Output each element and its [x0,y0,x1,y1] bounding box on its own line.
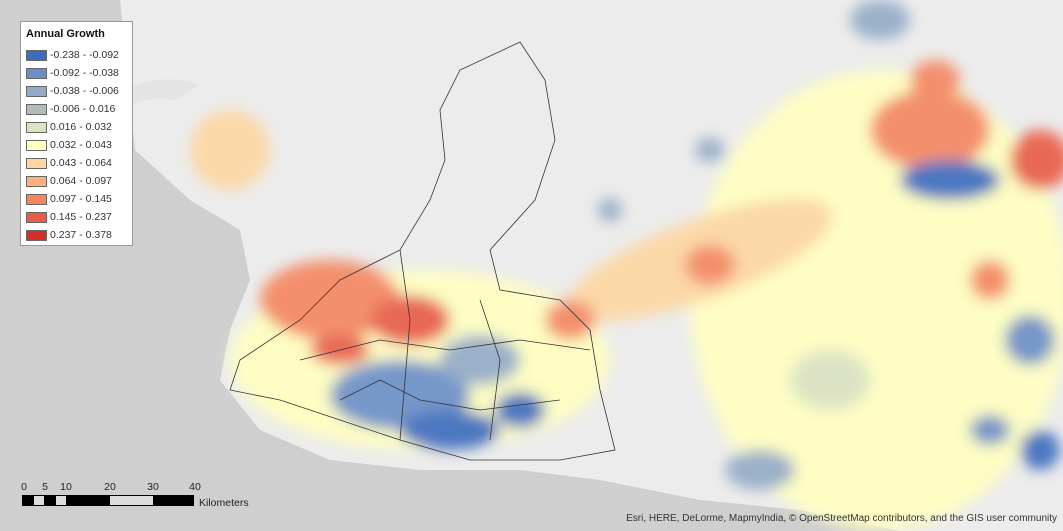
legend-item: 0.064 - 0.097 [26,172,127,190]
legend-label: 0.145 - 0.237 [50,211,112,223]
legend-item: 0.237 - 0.378 [26,226,127,244]
legend-item: -0.092 - -0.038 [26,64,127,82]
legend-label: 0.016 - 0.032 [50,121,112,133]
legend-item: -0.038 - -0.006 [26,82,127,100]
legend-swatch [26,193,47,205]
legend-item: 0.097 - 0.145 [26,190,127,208]
legend-swatch [26,157,47,169]
scale-tick: 10 [60,481,72,493]
scale-units: Kilometers [199,497,249,509]
scale-tick: 20 [104,481,116,493]
legend-item: -0.006 - 0.016 [26,100,127,118]
legend-title: Annual Growth [26,28,105,40]
legend-item: 0.145 - 0.237 [26,208,127,226]
legend-item: -0.238 - -0.092 [26,46,127,64]
scale-tick: 40 [189,481,201,493]
growth-heatmap [190,0,1063,530]
scale-tick: 30 [147,481,159,493]
legend-label: -0.038 - -0.006 [50,85,119,97]
legend-swatch [26,211,47,223]
legend-label: 0.043 - 0.064 [50,157,112,169]
legend-label: -0.238 - -0.092 [50,49,119,61]
legend-swatch [26,139,47,151]
legend-swatch [26,121,47,133]
legend-item: 0.016 - 0.032 [26,118,127,136]
legend-label: 0.097 - 0.145 [50,193,112,205]
legend-label: 0.237 - 0.378 [50,229,112,241]
legend-swatch [26,175,47,187]
legend-swatch [26,85,47,97]
district-boundaries [229,41,616,461]
scale-bar-graphic [22,495,194,506]
legend-swatch [26,67,47,79]
legend-label: -0.092 - -0.038 [50,67,119,79]
legend-swatch [26,103,47,115]
scale-tick: 0 [21,481,27,493]
legend-label: -0.006 - 0.016 [50,103,116,115]
attribution: Esri, HERE, DeLorme, MapmyIndia, © OpenS… [626,513,1057,524]
map-legend: Annual Growth -0.238 - -0.092 -0.092 - -0… [20,21,133,246]
legend-swatch [26,49,47,61]
legend-item: 0.043 - 0.064 [26,154,127,172]
scale-tick: 5 [42,481,48,493]
legend-label: 0.064 - 0.097 [50,175,112,187]
legend-label: 0.032 - 0.043 [50,139,112,151]
legend-swatch [26,229,47,241]
legend-item: 0.032 - 0.043 [26,136,127,154]
